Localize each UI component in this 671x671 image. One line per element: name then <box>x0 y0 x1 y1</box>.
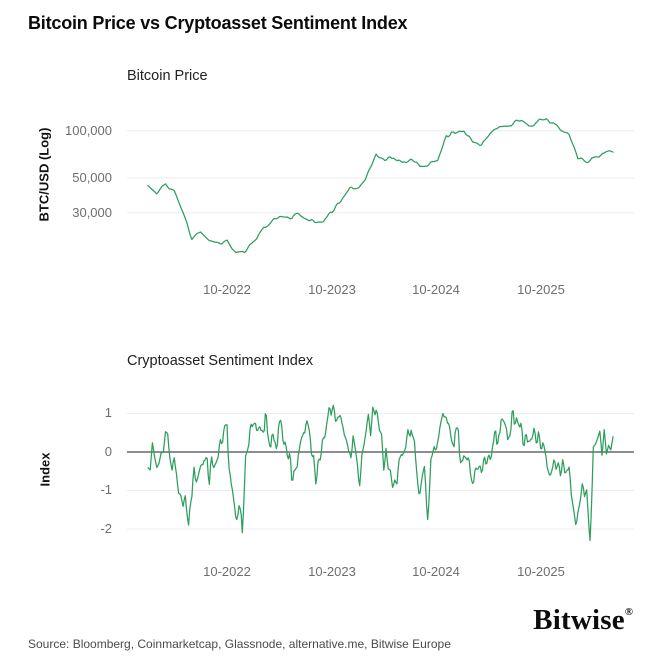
chart1-ytick-100000: 100,000 <box>65 123 112 138</box>
source-note: Source: Bloomberg, Coinmarketcap, Glassn… <box>28 637 451 651</box>
chart1-xtick-10-2023: 10-2023 <box>308 282 356 297</box>
chart2-y-axis-label: Index <box>37 452 53 487</box>
chart2-ytick-neg2: -2 <box>100 521 112 536</box>
chart2-ytick-1: 1 <box>104 405 112 420</box>
bitwise-logo-text: Bitwise <box>533 604 625 636</box>
chart2-ytick-neg1: -1 <box>100 482 112 497</box>
chart1-title: Bitcoin Price <box>127 68 208 84</box>
chart1-xtick-10-2025: 10-2025 <box>517 282 565 297</box>
chart1-xtick-10-2022: 10-2022 <box>203 282 251 297</box>
sentiment-index-line-chart <box>127 404 634 542</box>
sentiment-index-line <box>147 404 614 542</box>
chart1-ytick-50000: 50,000 <box>72 170 112 185</box>
chart2-xtick-10-2025: 10-2025 <box>517 564 565 579</box>
page-title: Bitcoin Price vs Cryptoasset Sentiment I… <box>28 13 408 33</box>
chart2-xtick-10-2024: 10-2024 <box>412 564 460 579</box>
bitcoin-price-line <box>147 118 614 254</box>
chart2-xtick-10-2022: 10-2022 <box>203 564 251 579</box>
bitcoin-price-line-chart <box>127 118 634 254</box>
chart2-ytick-0: 0 <box>104 444 112 459</box>
registered-trademark-icon: ® <box>624 606 633 618</box>
bitwise-logo: Bitwise® <box>533 604 633 637</box>
chart1-ytick-30000: 30,000 <box>72 205 112 220</box>
chart2-title: Cryptoasset Sentiment Index <box>127 353 314 369</box>
chart2-xtick-10-2023: 10-2023 <box>308 564 356 579</box>
chart1-xtick-10-2024: 10-2024 <box>412 282 460 297</box>
